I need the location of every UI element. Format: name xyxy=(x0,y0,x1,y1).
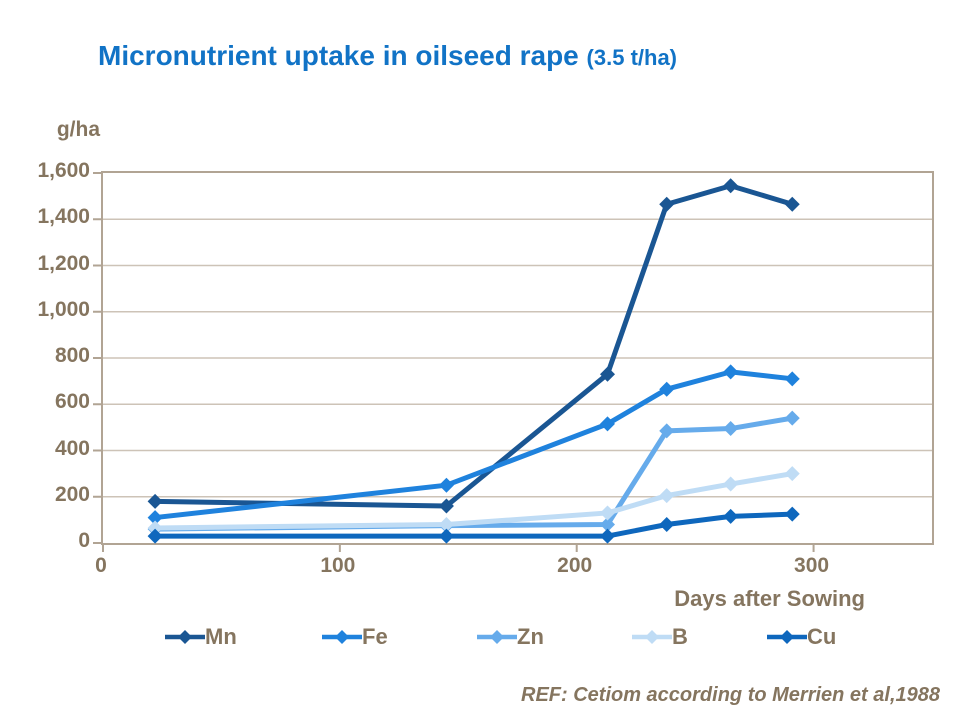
legend-label: Mn xyxy=(205,624,237,649)
data-point-B xyxy=(784,466,800,482)
legend-marker-icon-Zn xyxy=(477,630,517,644)
x-axis-title: Days after Sowing xyxy=(674,586,865,611)
chart-title-suffix: (3.5 t/ha) xyxy=(586,45,678,70)
data-point-Fe xyxy=(659,381,675,397)
legend-marker-icon-Mn xyxy=(165,630,205,644)
chart-legend: Mn Fe Zn B Cu xyxy=(0,622,960,656)
chart-canvas xyxy=(93,172,932,552)
data-point-Cu xyxy=(659,517,675,532)
data-point-B xyxy=(438,517,454,532)
y-axis-tick-label: 1,200 xyxy=(37,251,90,275)
data-point-Fe xyxy=(723,364,739,380)
data-point-Zn xyxy=(659,423,675,439)
x-axis-tick-label: 200 xyxy=(557,554,593,577)
legend-item-Cu[interactable]: Cu xyxy=(767,622,836,652)
chart-title-main: Micronutrient uptake in oilseed rape xyxy=(98,40,587,71)
y-axis-tick-label: 0 xyxy=(78,529,90,552)
data-point-Mn xyxy=(438,498,454,514)
data-point-Mn xyxy=(723,178,739,194)
data-point-Mn xyxy=(600,366,616,382)
legend-item-Fe[interactable]: Fe xyxy=(322,622,388,652)
data-point-Cu xyxy=(438,528,454,544)
data-point-B xyxy=(600,505,616,521)
data-point-Mn xyxy=(784,196,800,212)
data-point-B xyxy=(659,488,675,504)
legend-item-Mn[interactable]: Mn xyxy=(165,622,237,652)
legend-label: B xyxy=(672,624,688,649)
y-axis-tick-label: 200 xyxy=(54,482,90,506)
legend-marker-icon-Fe xyxy=(322,630,362,644)
data-point-Cu xyxy=(147,528,163,544)
y-axis-tick-label: 1,600 xyxy=(37,159,90,182)
data-point-Cu xyxy=(600,528,616,544)
data-point-Cu xyxy=(723,508,739,524)
y-axis-tick-label: 1,000 xyxy=(37,297,90,321)
x-axis-tick-label: 300 xyxy=(794,554,830,577)
y-axis-tick-label: 800 xyxy=(54,344,90,367)
x-axis-tick-label: 100 xyxy=(320,554,356,577)
series-line-B xyxy=(152,471,795,531)
y-axis-tick-label: 1,400 xyxy=(37,205,90,229)
reference-note: REF: Cetiom according to Merrien et al,1… xyxy=(521,684,940,706)
data-point-Mn xyxy=(659,196,675,212)
y-axis-unit-label: g/ha xyxy=(56,118,100,141)
series-line-Cu xyxy=(152,511,795,539)
data-point-Fe xyxy=(600,416,616,432)
data-point-B xyxy=(723,476,739,492)
data-point-Fe xyxy=(438,477,454,493)
data-point-Zn xyxy=(723,421,739,437)
legend-marker-icon-B xyxy=(632,630,672,644)
series-line-Mn xyxy=(152,183,795,509)
x-axis-tick-label: 0 xyxy=(95,554,107,577)
data-point-Zn xyxy=(784,410,800,426)
data-point-Mn xyxy=(147,493,163,509)
legend-marker-icon-Cu xyxy=(767,630,807,644)
y-axis-tick-label: 400 xyxy=(54,436,90,460)
chart-title: Micronutrient uptake in oilseed rape (3.… xyxy=(98,40,918,72)
data-point-Zn xyxy=(600,517,616,532)
y-axis-tick-label: 600 xyxy=(54,390,90,414)
legend-item-Zn[interactable]: Zn xyxy=(477,622,544,652)
legend-label: Cu xyxy=(807,624,837,649)
data-point-B xyxy=(147,520,163,536)
legend-label: Fe xyxy=(362,624,388,649)
data-point-Fe xyxy=(784,371,800,387)
data-point-Fe xyxy=(147,510,163,526)
series-line-Fe xyxy=(152,369,795,521)
plot-area xyxy=(93,171,934,552)
data-point-Cu xyxy=(784,506,800,522)
legend-label: Zn xyxy=(517,624,544,649)
legend-item-B[interactable]: B xyxy=(632,622,688,652)
